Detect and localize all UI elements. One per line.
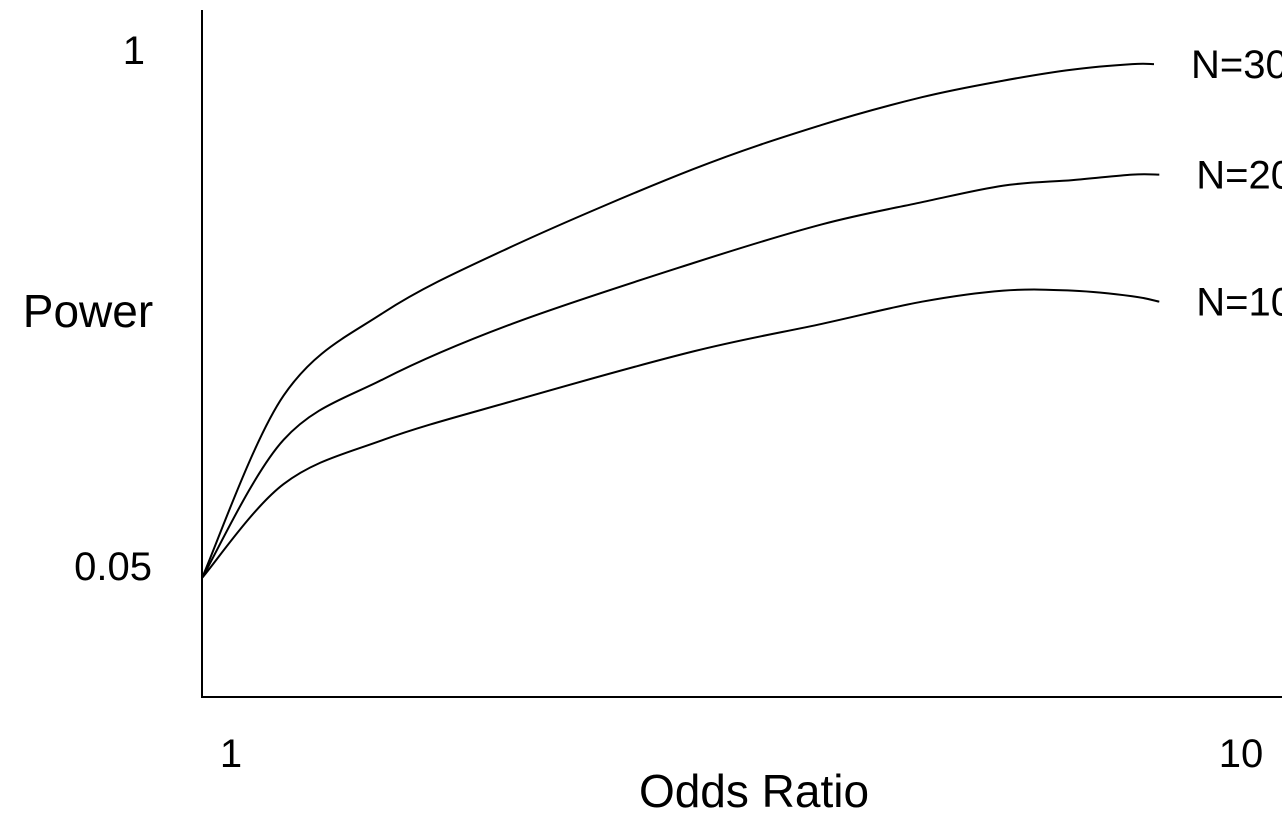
y-axis-title: Power <box>23 285 153 337</box>
series-line-n-100 <box>201 288 1160 579</box>
x-tick-label-right: 10 <box>1219 732 1264 776</box>
series-line-n-200 <box>201 173 1160 579</box>
series-label-n-300: N=300 <box>1191 43 1282 87</box>
series-label-n-100: N=100 <box>1196 281 1282 325</box>
series-layer: N=300 N=200 N=100 <box>201 43 1282 579</box>
series-label-n-200: N=200 <box>1196 154 1282 198</box>
y-tick-label-top: 1 <box>123 29 145 73</box>
series-line-n-300 <box>201 62 1155 579</box>
x-axis-title: Odds Ratio <box>639 765 869 814</box>
x-tick-label-left: 1 <box>220 732 242 776</box>
y-tick-label-bottom: 0.05 <box>74 545 152 589</box>
